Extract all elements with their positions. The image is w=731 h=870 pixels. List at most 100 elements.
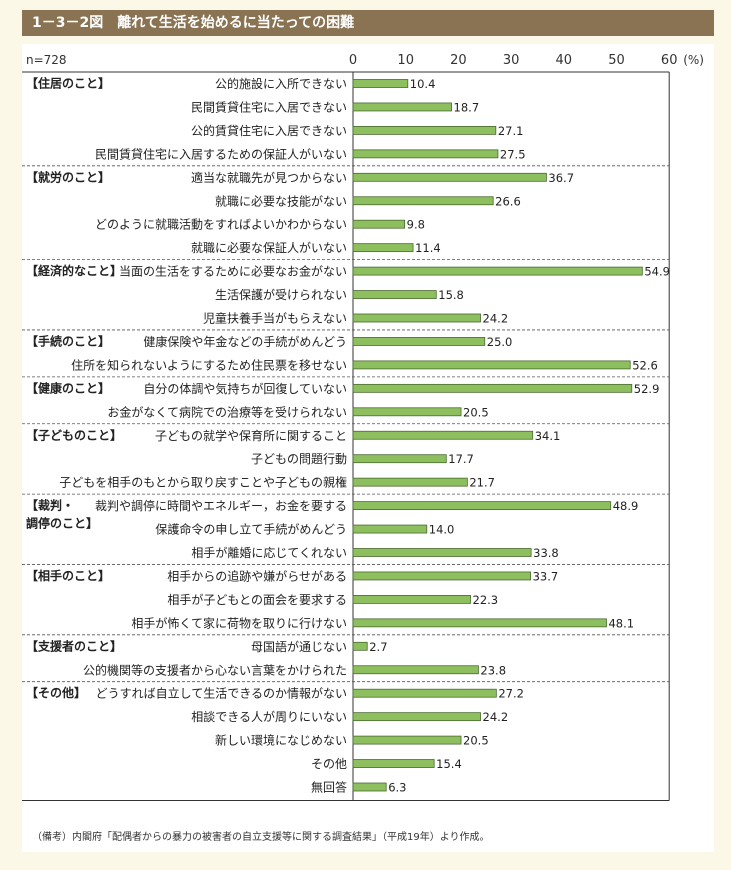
data-label: 20.5 bbox=[463, 405, 489, 419]
group-label: 【住居のこと】 bbox=[26, 76, 110, 91]
bar bbox=[352, 196, 494, 206]
bar-chart: n=728 0 10 20 30 40 50 60 (%) 【住居のこと】 公的施設に入所できない 1… bbox=[22, 53, 704, 801]
category-label: 公的施設に入所できない bbox=[215, 76, 347, 91]
group-label: 【手続のこと】 bbox=[26, 333, 110, 348]
bar bbox=[352, 618, 607, 628]
data-label: 27.5 bbox=[500, 147, 526, 161]
group-label: 【就労のこと】 bbox=[26, 169, 110, 184]
category-label: 民間賃貸住宅に入居するための保証人がいない bbox=[95, 146, 347, 161]
category-label: お金がなくて病院での治療等を受けられない bbox=[107, 404, 347, 419]
bar bbox=[352, 595, 471, 604]
data-label: 23.8 bbox=[480, 663, 506, 677]
bar bbox=[352, 641, 368, 651]
category-label: 適当な就職先が見つからない bbox=[191, 170, 347, 185]
data-label: 6.3 bbox=[388, 781, 406, 795]
data-label: 21.7 bbox=[469, 476, 495, 490]
group-label: 【健康のこと】 bbox=[26, 380, 110, 395]
category-label: 公的機関等の支援者から心ない言葉をかけられた bbox=[83, 662, 347, 677]
bar bbox=[352, 712, 481, 722]
figure-title-bar: 1－3－2図 離れて生活を始めるに当たっての困難 bbox=[22, 10, 714, 36]
bar bbox=[352, 501, 612, 511]
group-label: 【支援者のこと】 bbox=[26, 638, 122, 653]
bar bbox=[352, 548, 532, 557]
group-label: 調停のこと】 bbox=[26, 516, 98, 531]
category-label: その他 bbox=[311, 757, 347, 771]
category-label: 当面の生活をするために必要なお金がない bbox=[119, 264, 347, 279]
data-label: 10.4 bbox=[410, 77, 436, 91]
category-label: 母国語が通じない bbox=[251, 639, 347, 654]
data-label: 18.7 bbox=[454, 100, 480, 114]
data-label: 14.0 bbox=[429, 523, 455, 537]
data-label: 15.8 bbox=[438, 288, 464, 302]
category-label: 相手が離婚に応じてくれない bbox=[191, 545, 347, 560]
data-label: 2.7 bbox=[369, 640, 387, 654]
bar bbox=[352, 383, 633, 393]
category-label: 新しい環境になじめない bbox=[215, 733, 347, 748]
bar bbox=[352, 126, 497, 135]
group-label: 【相手のこと】 bbox=[26, 568, 110, 583]
bar bbox=[352, 665, 479, 675]
category-label: 生活保護が受けられない bbox=[215, 287, 347, 302]
data-label: 36.7 bbox=[548, 171, 574, 185]
category-label: 民間賃貸住宅に入居できない bbox=[191, 99, 347, 114]
chart-panel: n=728 0 10 20 30 40 50 60 (%) 【住居のこと】 公的施設に入所できない 1… bbox=[22, 44, 714, 852]
data-label: 52.6 bbox=[632, 358, 658, 372]
group-label: 【子どものこと】 bbox=[26, 427, 122, 442]
group-label: 【その他】 bbox=[26, 685, 86, 700]
data-label: 48.9 bbox=[613, 499, 639, 513]
category-label: 保護命令の申し立て手続がめんどう bbox=[155, 522, 347, 537]
x-tick-label: 0 bbox=[349, 53, 357, 68]
data-label: 48.1 bbox=[608, 616, 634, 630]
category-label: 子どもの就学や保育所に関すること bbox=[155, 428, 347, 443]
bar bbox=[352, 313, 481, 323]
data-label: 22.3 bbox=[473, 593, 499, 607]
figure-title: 1－3－2図 離れて生活を始めるに当たっての困難 bbox=[32, 15, 355, 31]
bar bbox=[352, 219, 406, 229]
x-tick-label: 10 bbox=[397, 53, 414, 68]
bar bbox=[352, 407, 462, 417]
data-label: 15.4 bbox=[436, 757, 462, 771]
data-label: 54.9 bbox=[644, 265, 670, 279]
data-label: 27.1 bbox=[498, 124, 524, 138]
bar bbox=[352, 430, 534, 440]
bar bbox=[352, 360, 631, 370]
category-label: 公的賃貸住宅に入居できない bbox=[191, 123, 347, 138]
category-label: 住所を知られないようにするため住民票を移せない bbox=[71, 358, 347, 372]
bar bbox=[352, 266, 643, 276]
category-label: 相手からの追跡や嫌がらせがある bbox=[167, 568, 347, 583]
data-label: 33.7 bbox=[533, 569, 559, 583]
category-label: 相談できる人が周りにいない bbox=[191, 709, 347, 724]
bar bbox=[352, 759, 435, 768]
data-label: 24.2 bbox=[483, 710, 509, 724]
bar bbox=[352, 243, 414, 253]
bar bbox=[352, 454, 447, 464]
data-label: 27.2 bbox=[498, 687, 524, 701]
data-label: 9.8 bbox=[407, 218, 425, 232]
x-tick-label: 50 bbox=[608, 53, 625, 68]
data-label: 33.8 bbox=[533, 546, 559, 560]
bar bbox=[352, 782, 387, 792]
bar bbox=[352, 149, 499, 159]
category-label: 児童扶養手当がもらえない bbox=[203, 311, 347, 326]
unit-label: (%) bbox=[683, 53, 704, 67]
category-label: 健康保険や年金などの手続がめんどう bbox=[143, 334, 347, 349]
bar bbox=[352, 688, 497, 698]
category-label: 就職に必要な技能がない bbox=[215, 193, 347, 208]
category-label: どのように就職活動をすればよいかわからない bbox=[95, 218, 347, 232]
bar bbox=[352, 79, 409, 88]
data-label: 26.6 bbox=[495, 194, 521, 208]
category-label: 相手が子どもとの面会を要求する bbox=[167, 592, 347, 607]
category-label: 無回答 bbox=[311, 780, 347, 795]
data-label: 17.7 bbox=[448, 452, 474, 466]
bar bbox=[352, 524, 428, 534]
sample-size-label: n=728 bbox=[26, 53, 67, 67]
x-tick-label: 40 bbox=[556, 53, 573, 68]
data-label: 11.4 bbox=[415, 241, 441, 255]
data-label: 52.9 bbox=[634, 382, 660, 396]
category-label: 就職に必要な保証人がいない bbox=[191, 240, 347, 255]
category-label: 子どもの問題行動 bbox=[251, 452, 347, 466]
bar bbox=[352, 102, 452, 112]
x-tick-label: 30 bbox=[503, 53, 520, 68]
bar bbox=[352, 290, 437, 299]
bar bbox=[352, 172, 547, 182]
